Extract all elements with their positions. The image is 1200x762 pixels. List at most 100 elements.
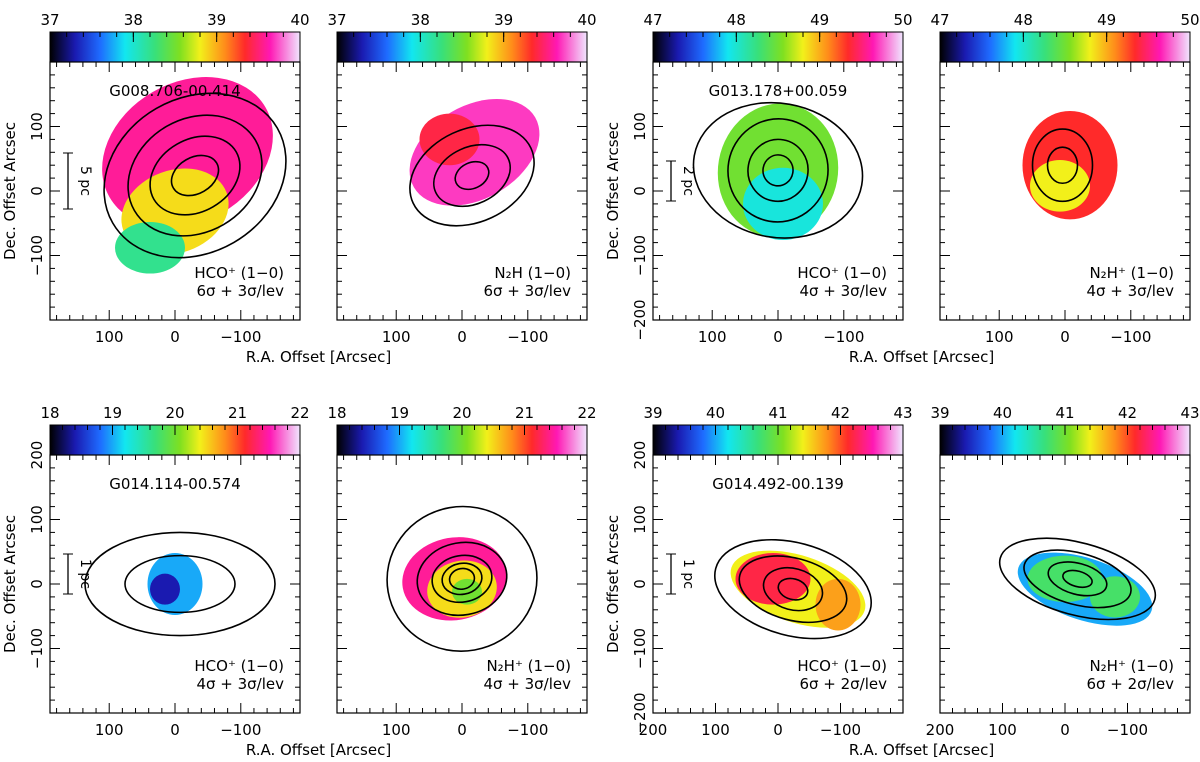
contour bbox=[103, 92, 287, 259]
contour bbox=[1031, 128, 1094, 203]
colorbar-tick-label: 38 bbox=[411, 11, 430, 29]
contour bbox=[762, 566, 824, 612]
map bbox=[386, 505, 538, 652]
x-tick-label: 100 bbox=[698, 328, 727, 346]
y-axis-label: Dec. Offset Arcsec bbox=[604, 122, 622, 260]
colorbar bbox=[337, 32, 587, 62]
x-tick-label: −100 bbox=[1107, 721, 1148, 739]
x-tick-label: 0 bbox=[457, 328, 467, 346]
map bbox=[692, 101, 864, 241]
line-label: N₂H⁺ (1−0) bbox=[486, 657, 571, 675]
line-label: N₂H⁺ (1−0) bbox=[1089, 264, 1174, 282]
y-axis-label: Dec. Offset Arcsec bbox=[1, 122, 19, 260]
x-tick-label: 0 bbox=[170, 328, 180, 346]
velocity-patch bbox=[452, 578, 482, 605]
velocity-patch bbox=[115, 221, 185, 274]
x-tick-label: 100 bbox=[382, 721, 411, 739]
source-G008.706-00.414: 37 38 39 40 100 0 −100 100 0 −100 Dec. Offset Arcs… bbox=[1, 11, 597, 366]
x-tick-label: −100 bbox=[220, 328, 261, 346]
panel: 37 38 39 40 100 0 −100 N₂H (1−0)6σ + 3σ/lev bbox=[327, 11, 596, 346]
colorbar-tick-label: 40 bbox=[706, 404, 725, 422]
colorbar-tick-label: 50 bbox=[893, 11, 912, 29]
colorbar-tick-label: 40 bbox=[577, 11, 596, 29]
line-label: HCO⁺ (1−0) bbox=[797, 264, 887, 282]
y-tick-label: 0 bbox=[28, 186, 46, 196]
contour-levels: 4σ + 3σ/lev bbox=[196, 675, 284, 693]
contour bbox=[747, 138, 809, 203]
colorbar-tick-label: 42 bbox=[1118, 404, 1137, 422]
colorbar-tick-label: 20 bbox=[452, 404, 471, 422]
colorbar-tick-label: 47 bbox=[643, 11, 662, 29]
source-name: G008.706-00.414 bbox=[109, 82, 241, 100]
source-G014.492-00.139: 39 40 41 42 43 200 100 0 −100 200 100 0 −100 −200 Dec.… bbox=[604, 404, 1200, 759]
y-tick-label: 100 bbox=[28, 505, 46, 534]
map bbox=[84, 531, 276, 637]
colorbar-tick-label: 40 bbox=[290, 11, 309, 29]
colorbar-tick-label: 43 bbox=[1180, 404, 1199, 422]
x-axis-label: R.A. Offset [Arcsec] bbox=[849, 741, 994, 759]
y-tick-label: 200 bbox=[631, 441, 649, 470]
y-tick-label: −200 bbox=[631, 299, 649, 340]
map bbox=[1022, 111, 1118, 220]
x-tick-label: 0 bbox=[457, 721, 467, 739]
contour-levels: 4σ + 3σ/lev bbox=[1086, 282, 1174, 300]
velocity-patch bbox=[815, 578, 861, 631]
colorbar bbox=[50, 32, 300, 62]
colorbar-tick-label: 18 bbox=[40, 404, 59, 422]
contour bbox=[84, 531, 276, 637]
colorbar-tick-label: 37 bbox=[40, 11, 59, 29]
y-tick-label: −100 bbox=[631, 235, 649, 276]
x-tick-label: 0 bbox=[773, 328, 783, 346]
panel: 39 40 41 42 43 200 100 0 −100 200 100 0 −100 −200 Dec.… bbox=[604, 404, 913, 739]
velocity-patch bbox=[1027, 555, 1103, 603]
contour bbox=[1047, 561, 1108, 597]
velocity-patch bbox=[735, 553, 811, 605]
contour bbox=[433, 143, 511, 208]
colorbar-tick-label: 49 bbox=[810, 11, 829, 29]
source-G013.178+00.059: 47 48 49 50 100 0 −100 100 0 −100 −200 Dec. Offset … bbox=[604, 11, 1200, 366]
contour bbox=[416, 541, 508, 617]
contour bbox=[738, 555, 848, 624]
y-tick-label: −100 bbox=[28, 235, 46, 276]
colorbar-tick-label: 41 bbox=[1055, 404, 1074, 422]
x-tick-label: −100 bbox=[820, 721, 861, 739]
contour bbox=[149, 135, 241, 216]
contour bbox=[998, 537, 1157, 621]
panel: 47 48 49 50 100 0 −100 N₂H⁺ (1−0)4σ + 3σ/lev bbox=[930, 11, 1199, 346]
y-tick-label: 100 bbox=[631, 505, 649, 534]
y-tick-label: 100 bbox=[28, 112, 46, 141]
colorbar-tick-label: 47 bbox=[930, 11, 949, 29]
y-tick-label: −100 bbox=[28, 628, 46, 669]
line-label: N₂H (1−0) bbox=[494, 264, 571, 282]
x-tick-label: 200 bbox=[639, 721, 668, 739]
y-tick-label: 0 bbox=[631, 186, 649, 196]
line-label: HCO⁺ (1−0) bbox=[194, 657, 284, 675]
panel: 18 19 20 21 22 100 0 −100 N₂H⁺ (1−0)4σ + 3σ/lev bbox=[327, 404, 596, 739]
colorbar-tick-label: 43 bbox=[893, 404, 912, 422]
colorbar-tick-label: 20 bbox=[165, 404, 184, 422]
x-axis-label: R.A. Offset [Arcsec] bbox=[246, 741, 391, 759]
x-tick-label: 100 bbox=[382, 328, 411, 346]
x-tick-label: 100 bbox=[95, 328, 124, 346]
colorbar-tick-label: 48 bbox=[1014, 11, 1033, 29]
colorbar-tick-label: 42 bbox=[831, 404, 850, 422]
x-tick-label: 100 bbox=[701, 721, 730, 739]
colorbar-tick-label: 41 bbox=[768, 404, 787, 422]
colorbar-tick-label: 40 bbox=[993, 404, 1012, 422]
colorbar bbox=[653, 32, 903, 62]
y-axis-label: Dec. Offset Arcsec bbox=[1, 515, 19, 653]
contour bbox=[170, 154, 220, 197]
colorbar-tick-label: 22 bbox=[290, 404, 309, 422]
x-tick-label: 0 bbox=[170, 721, 180, 739]
line-label: HCO⁺ (1−0) bbox=[797, 657, 887, 675]
x-tick-label: 100 bbox=[988, 721, 1017, 739]
line-label: N₂H⁺ (1−0) bbox=[1089, 657, 1174, 675]
velocity-patch bbox=[419, 113, 480, 166]
source-name: G013.178+00.059 bbox=[709, 82, 848, 100]
colorbar-tick-label: 19 bbox=[390, 404, 409, 422]
colorbar-tick-label: 39 bbox=[643, 404, 662, 422]
contour bbox=[431, 554, 493, 604]
colorbar-tick-label: 19 bbox=[103, 404, 122, 422]
contour-levels: 6σ + 3σ/lev bbox=[483, 282, 571, 300]
